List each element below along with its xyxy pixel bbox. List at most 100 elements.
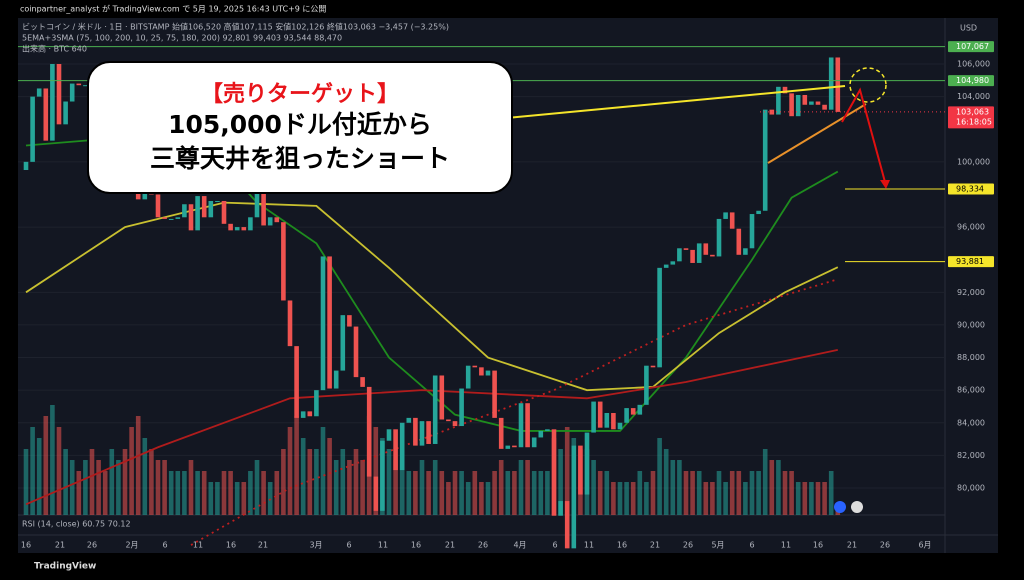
candle bbox=[406, 417, 412, 423]
price-label-box bbox=[948, 256, 994, 268]
candle bbox=[373, 476, 379, 511]
volume-bar bbox=[248, 471, 253, 515]
volume-bar bbox=[254, 460, 260, 515]
volume-bar bbox=[353, 449, 359, 515]
volume-bar bbox=[696, 471, 702, 515]
volume-bar bbox=[597, 471, 603, 515]
price-label-box bbox=[948, 106, 994, 129]
moving-average bbox=[25, 348, 838, 506]
candle bbox=[168, 218, 174, 220]
x-tick-label: 11 bbox=[378, 541, 388, 550]
volume-bar bbox=[512, 471, 517, 515]
candle bbox=[624, 408, 629, 423]
candle bbox=[525, 403, 530, 448]
volume-bar bbox=[683, 471, 689, 515]
price-label-box bbox=[948, 183, 994, 195]
candle bbox=[274, 217, 280, 223]
volume-bar bbox=[294, 416, 299, 515]
volume-bar bbox=[624, 482, 629, 515]
volume-bar bbox=[215, 482, 220, 515]
price-label: 104,980 bbox=[956, 76, 989, 85]
candle bbox=[366, 386, 372, 477]
volume-bar bbox=[538, 471, 544, 515]
candle bbox=[591, 401, 596, 433]
volume-bar bbox=[195, 471, 200, 515]
candle bbox=[538, 430, 544, 438]
candle bbox=[749, 214, 755, 249]
volume-bar bbox=[241, 482, 247, 515]
volume-bar bbox=[314, 449, 319, 515]
candle bbox=[498, 417, 504, 449]
volume-bar bbox=[604, 471, 610, 515]
candle bbox=[558, 501, 563, 516]
volume-bar bbox=[690, 471, 695, 515]
candle bbox=[743, 248, 748, 255]
y-tick-label: 100,000 bbox=[957, 157, 990, 166]
volume-bar bbox=[287, 427, 293, 515]
candle bbox=[677, 248, 682, 262]
candle bbox=[215, 200, 220, 202]
candle bbox=[459, 388, 464, 427]
volume-bar bbox=[76, 471, 82, 515]
arrow-head bbox=[880, 180, 890, 189]
price-label: 103,063 bbox=[956, 107, 989, 116]
candle bbox=[300, 411, 306, 418]
y-tick-label: 82,000 bbox=[957, 451, 985, 460]
candle bbox=[432, 375, 438, 444]
volume-bar bbox=[670, 460, 676, 515]
candle bbox=[690, 249, 695, 263]
volume-bar bbox=[756, 471, 761, 515]
candle bbox=[723, 212, 728, 219]
volume-bar bbox=[129, 427, 134, 515]
y-tick-label: 106,000 bbox=[957, 59, 990, 68]
x-tick-label: 6 bbox=[749, 541, 754, 550]
candle bbox=[261, 189, 266, 226]
candle bbox=[835, 57, 841, 112]
candle bbox=[393, 429, 398, 471]
candle bbox=[83, 85, 88, 87]
volume-bar bbox=[419, 460, 425, 515]
volume-bar bbox=[459, 471, 464, 515]
volume-bar bbox=[703, 482, 709, 515]
volume-bar bbox=[393, 460, 398, 515]
volume-bar bbox=[208, 482, 214, 515]
price-label-box bbox=[948, 41, 994, 53]
price-label: 98,334 bbox=[956, 185, 984, 194]
x-tick-label: 6 bbox=[552, 541, 557, 550]
volume-bar bbox=[776, 460, 781, 515]
candle bbox=[815, 101, 821, 105]
target-circle bbox=[849, 67, 887, 103]
x-tick-label: 21 bbox=[847, 541, 857, 550]
candle bbox=[188, 204, 194, 231]
volume-bar bbox=[30, 427, 35, 515]
volume-bar bbox=[663, 449, 669, 515]
candle bbox=[465, 365, 471, 389]
x-tick-label: 6 bbox=[162, 541, 167, 550]
projection-arrow bbox=[841, 87, 886, 183]
candle bbox=[571, 445, 577, 549]
volume-bar bbox=[525, 460, 530, 515]
volume-bar bbox=[116, 460, 121, 515]
candle bbox=[426, 421, 431, 444]
moving-average bbox=[190, 278, 839, 546]
annotation-line: 105,000ドル付近から bbox=[168, 110, 432, 139]
candle bbox=[512, 445, 517, 448]
volume-bar bbox=[782, 471, 788, 515]
candle bbox=[333, 370, 339, 389]
candle bbox=[399, 422, 405, 471]
volume-bar bbox=[228, 471, 233, 515]
candle bbox=[479, 367, 484, 376]
volume-bar bbox=[69, 460, 75, 515]
volume-bar bbox=[677, 460, 682, 515]
candle bbox=[228, 223, 233, 231]
indicator-line: 5EMA+3SMA (75, 100, 200, 10, 25, 75, 180… bbox=[22, 34, 342, 43]
candle bbox=[670, 261, 676, 265]
candle bbox=[234, 227, 240, 231]
currency: USD bbox=[960, 24, 977, 33]
volume-bar bbox=[320, 427, 326, 515]
candle bbox=[30, 96, 35, 162]
volume-bar bbox=[505, 471, 511, 515]
candle bbox=[505, 445, 511, 449]
volume-bar bbox=[815, 482, 821, 515]
x-tick-label: 21 bbox=[445, 541, 455, 550]
